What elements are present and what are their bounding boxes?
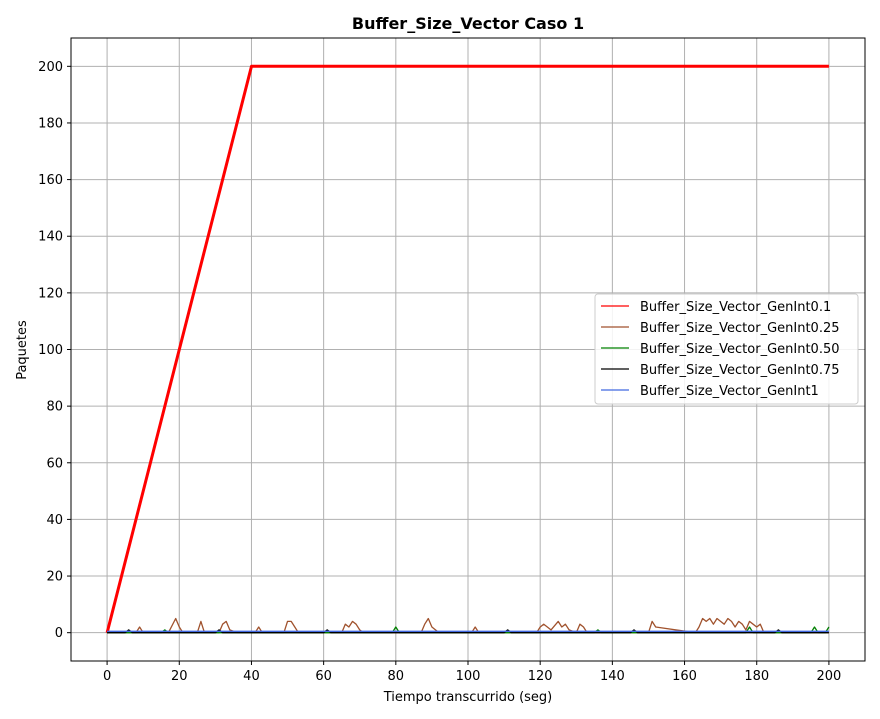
y-tick-label: 140: [38, 230, 63, 245]
legend-label: Buffer_Size_Vector_GenInt0.25: [640, 321, 840, 336]
series-line-1: [105, 64, 829, 634]
series-layer: [105, 64, 830, 634]
y-axis: 0 20 40 60 80 100 120 140 160 180 200: [38, 60, 71, 641]
legend-label: Buffer_Size_Vector_GenInt1: [640, 384, 819, 399]
y-tick-label: 180: [38, 116, 63, 131]
legend-label: Buffer_Size_Vector_GenInt0.75: [640, 363, 840, 378]
y-tick-label: 40: [46, 513, 63, 528]
x-tick-label: 40: [243, 669, 260, 684]
legend-box: [594, 293, 859, 405]
x-tick-label: 200: [816, 669, 841, 684]
y-tick-label: 80: [46, 400, 63, 415]
x-tick-label: 100: [456, 669, 481, 684]
y-axis-title: Paquetes: [15, 320, 30, 380]
y-tick-label: 60: [46, 456, 63, 471]
x-axis-title: Tiempo transcurrido (seg): [383, 690, 553, 705]
x-tick-label: 140: [600, 669, 625, 684]
y-tick-label: 20: [46, 570, 63, 585]
x-tick-label: 160: [672, 669, 697, 684]
y-tick-label: 0: [55, 626, 63, 641]
y-tick-label: 200: [38, 60, 63, 75]
series-line-4: [107, 629, 829, 634]
y-tick-label: 160: [38, 173, 63, 188]
x-tick-label: 80: [388, 669, 405, 684]
x-axis: 0 20 40 60 80 100 120 140 160 180 200: [103, 661, 841, 684]
legend: Buffer_Size_Vector_GenInt0.1 Buffer_Size_…: [594, 293, 859, 405]
legend-label: Buffer_Size_Vector_GenInt0.1: [640, 300, 831, 315]
x-tick-label: 180: [744, 669, 769, 684]
x-tick-label: 20: [171, 669, 188, 684]
x-tick-label: 120: [528, 669, 553, 684]
x-tick-label: 0: [103, 669, 111, 684]
y-tick-label: 120: [38, 286, 63, 301]
chart-title: Buffer_Size_Vector Caso 1: [352, 14, 584, 33]
legend-label: Buffer_Size_Vector_GenInt0.50: [640, 342, 840, 357]
x-tick-label: 60: [315, 669, 332, 684]
y-tick-label: 100: [38, 343, 63, 358]
